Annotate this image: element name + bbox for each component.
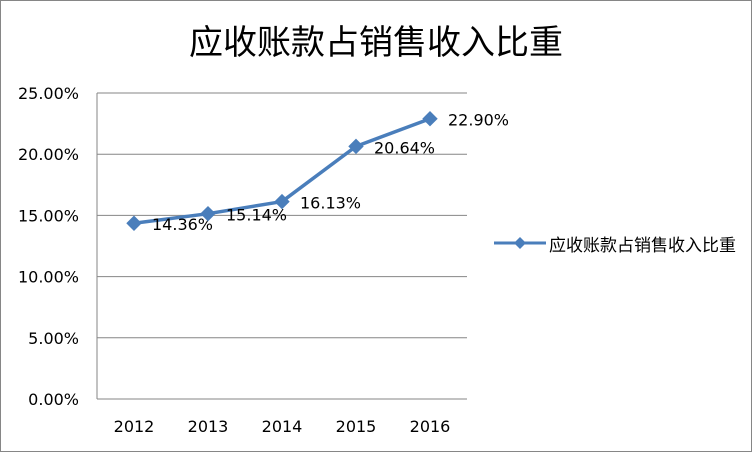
legend-label: 应收账款占销售收入比重 <box>549 236 736 256</box>
data-label: 14.36% <box>152 215 213 234</box>
data-label: 20.64% <box>374 138 435 157</box>
data-point <box>274 193 290 210</box>
data-point <box>422 110 438 127</box>
y-tick-label: 10.00% <box>18 268 79 287</box>
data-label: 16.13% <box>300 194 361 213</box>
y-tick-label: 20.00% <box>18 145 79 164</box>
x-tick-label: 2016 <box>410 417 451 436</box>
data-point <box>126 215 142 231</box>
y-tick-label: 25.00% <box>18 84 79 103</box>
x-tick-label: 2013 <box>188 417 229 436</box>
y-tick-label: 5.00% <box>28 329 79 348</box>
data-label: 15.14% <box>226 206 287 225</box>
y-tick-label: 15.00% <box>18 206 79 225</box>
x-tick-label: 2014 <box>262 417 303 436</box>
data-label: 22.90% <box>448 111 509 130</box>
chart-title: 应收账款占销售收入比重 <box>189 23 563 63</box>
data-point <box>200 205 216 222</box>
legend: 应收账款占销售收入比重 <box>494 233 749 260</box>
legend-marker-icon <box>494 237 546 249</box>
x-tick-label: 2012 <box>114 417 155 436</box>
data-point <box>348 138 364 155</box>
y-tick-label: 0.00% <box>28 390 79 409</box>
x-tick-label: 2015 <box>336 417 377 436</box>
